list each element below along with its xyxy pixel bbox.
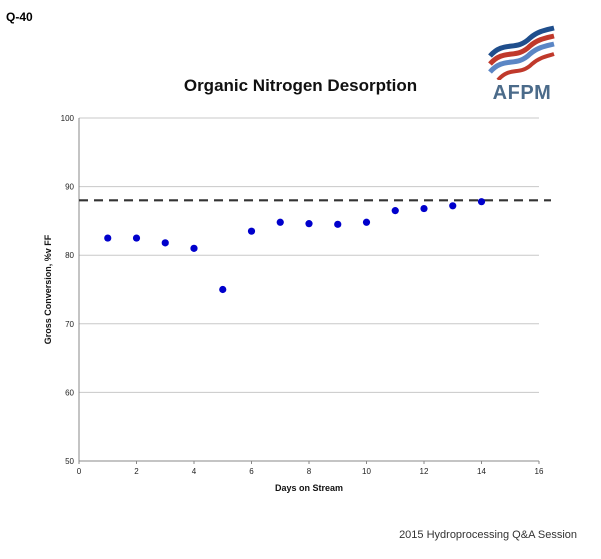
chart-title: Organic Nitrogen Desorption (183, 76, 418, 95)
y-tick-label: 80 (65, 251, 74, 260)
data-point (477, 198, 486, 206)
x-tick-label: 14 (477, 467, 486, 476)
data-point (449, 202, 457, 210)
data-point (247, 227, 256, 235)
slide-label: Q-40 (6, 10, 33, 24)
x-tick-label: 16 (535, 467, 544, 476)
y-axis-label: Gross Conversion, %v FF (43, 234, 53, 344)
y-tick-label: 60 (65, 388, 74, 397)
data-point (334, 220, 342, 228)
data-point (132, 234, 141, 242)
x-axis-label: Days on Stream (275, 483, 343, 493)
x-tick-label: 6 (249, 467, 254, 476)
x-tick-label: 8 (307, 467, 312, 476)
x-tick-label: 4 (192, 467, 197, 476)
data-point (362, 218, 371, 226)
y-tick-label: 70 (65, 320, 74, 329)
x-tick-label: 0 (77, 467, 82, 476)
y-tick-label: 50 (65, 457, 74, 466)
x-tick-label: 12 (420, 467, 429, 476)
data-point (420, 204, 428, 213)
afpm-logo: AFPM (486, 22, 558, 108)
y-tick-label: 90 (65, 183, 74, 192)
x-tick-label: 10 (362, 467, 371, 476)
data-point (219, 285, 227, 294)
y-tick-label: 100 (61, 114, 75, 123)
footer-text: 2015 Hydroprocessing Q&A Session (399, 529, 577, 541)
data-point (104, 234, 112, 242)
flag-waves-icon (488, 25, 555, 82)
data-point (276, 218, 284, 226)
data-point (305, 220, 313, 228)
logo-text: AFPM (492, 82, 552, 104)
data-point (161, 239, 169, 247)
x-tick-label: 2 (134, 467, 139, 476)
data-point (190, 244, 198, 252)
data-point (391, 207, 399, 215)
